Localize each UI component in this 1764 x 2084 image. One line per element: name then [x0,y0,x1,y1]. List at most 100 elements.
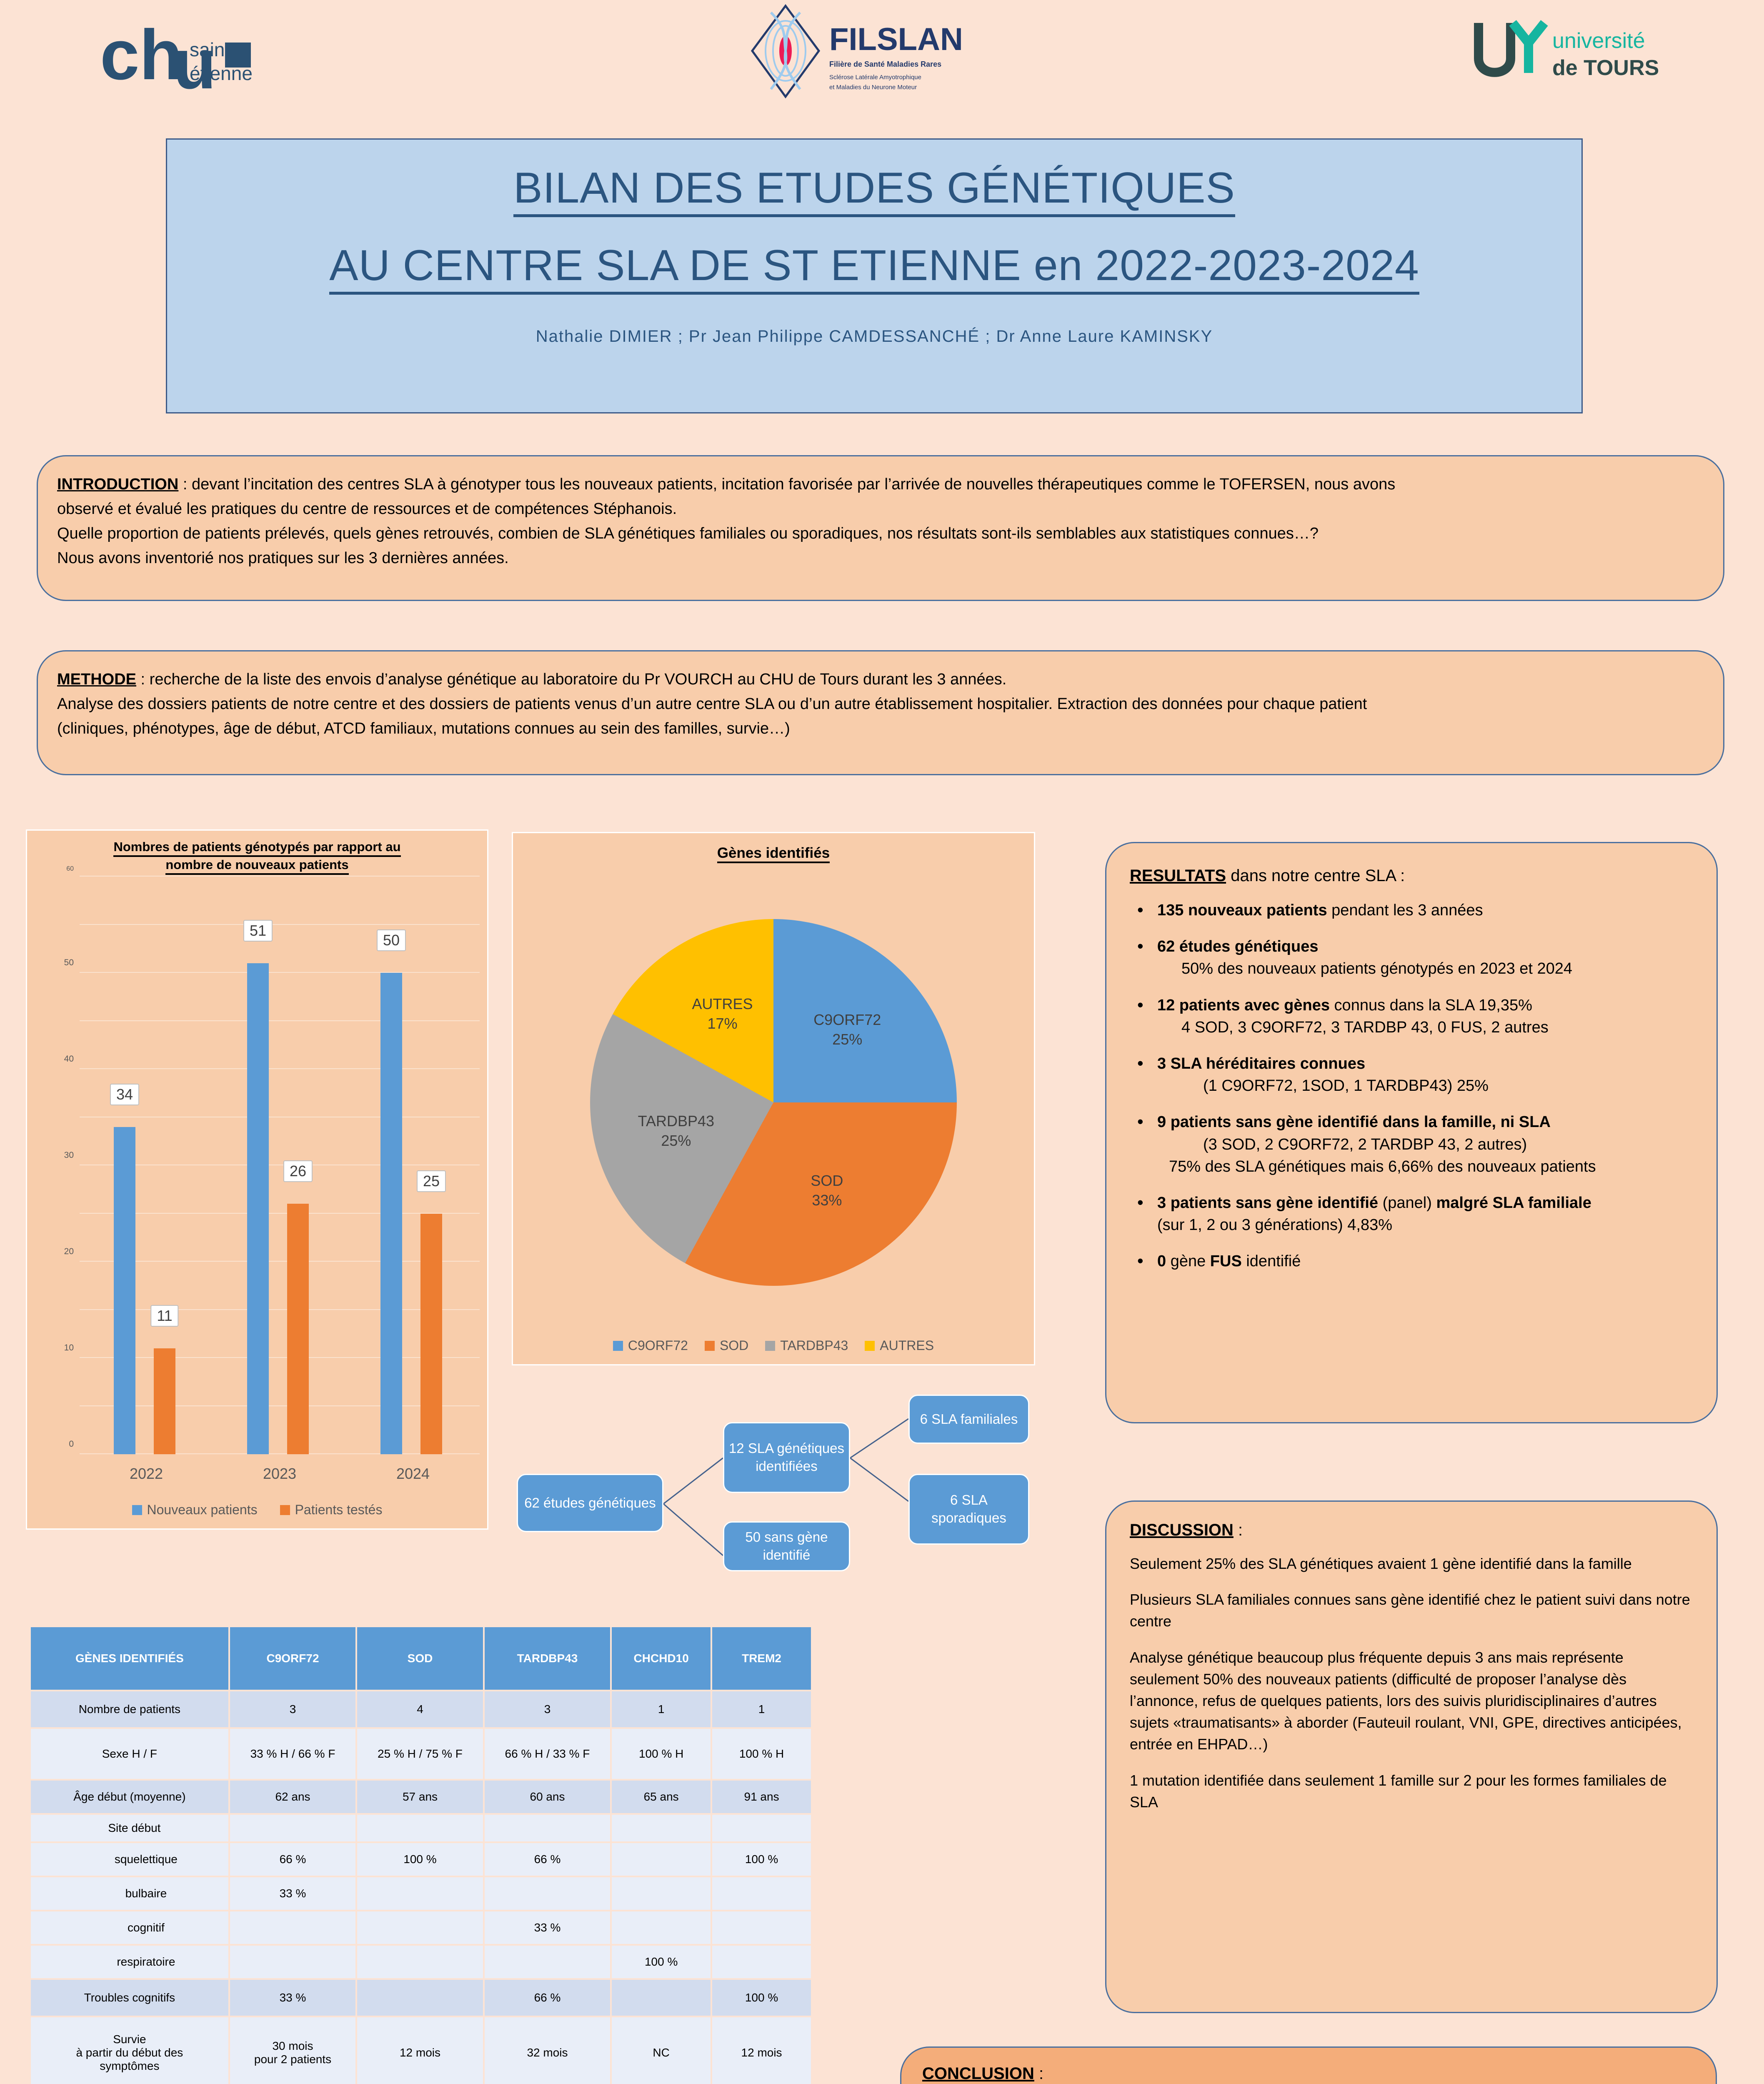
table-row-label: Âge début (moyenne) [31,1781,228,1813]
table-cell [612,1911,711,1944]
pie-legend-label: AUTRES [880,1338,934,1353]
x-axis-label-2024: 2024 [396,1465,430,1482]
pie-legend-item-TARDBP43: TARDBP43 [765,1338,848,1353]
table-cell: 66 % [484,1843,611,1876]
pie-chart-title: Gènes identifiés [513,845,1034,863]
logo-tours-line2: de TOURS [1552,56,1659,80]
flowchart: 62 études génétiques 12 SLA génétiques i… [517,1392,1083,1613]
flow-node-62-etudes[interactable]: 62 études génétiques [517,1474,663,1532]
discussion-heading: DISCUSSION : [1130,1521,1693,1540]
pie-slice-value: 17% [707,1014,738,1032]
bar-patients-testés-2022 [154,1348,175,1454]
conclusion-heading-rest: : [1034,2064,1044,2083]
table-col-header-chchd10: CHCHD10 [612,1627,711,1690]
resultats-item-4-sub: (3 SOD, 2 C9ORF72, 2 TARDBP 43, 2 autres… [1203,1135,1527,1153]
pie-slice-value: 33% [812,1192,842,1209]
discussion-panel: DISCUSSION : Seulement 25% des SLA génét… [1105,1500,1718,2013]
discussion-paragraph-0: Seulement 25% des SLA génétiques avaient… [1130,1555,1632,1572]
logo-chu-saint-etienne: ch u saint étienne [100,15,333,104]
flow-node-6-sla-familiales[interactable]: 6 SLA familiales [908,1395,1029,1444]
logo-filslan-name: FILSLAN [829,22,963,57]
table-cell [712,1877,811,1910]
bar-chart-title-line1: Nombres de patients génotypés par rappor… [113,839,401,857]
table-cell [712,1911,811,1944]
table-cell [612,1815,711,1841]
logo-filslan-sub3: et Maladies du Neurone Moteur [829,84,917,91]
table-cell: 1 [712,1691,811,1727]
bar-chart-title-line2: nombre de nouveaux patients [165,857,349,875]
table-cell: 33 % [484,1911,611,1944]
pie-chart-graphic [590,919,957,1286]
bar-nouveaux-patients-2022 [114,1127,135,1454]
introduction-line3: Quelle proportion de patients prélevés, … [57,524,1319,542]
resultats-item-2: 12 patients avec gènes connus dans la SL… [1130,993,1697,1039]
gridline [80,924,480,925]
pie-slice-value: 25% [661,1132,691,1149]
flow-node-6-sla-sporadiques[interactable]: 6 SLA sporadiques [908,1474,1029,1545]
pie-slice-value: 25% [832,1030,863,1048]
table-cell [612,1877,711,1910]
resultats-panel: RESULTATS dans notre centre SLA : 135 no… [1105,842,1718,1423]
resultats-item-0-rest: pendant les 3 années [1327,902,1483,919]
gridline [80,1453,480,1454]
flow-node-12-sla-genetiques[interactable]: 12 SLA génétiques identifiées [723,1422,850,1493]
bar-value-label: 25 [416,1170,446,1192]
table-cell [357,1815,483,1841]
bar-value-label: 11 [150,1305,179,1327]
table-cell: 100 % [357,1843,483,1876]
bar-chart-panel: Nombres de patients génotypés par rappor… [26,829,488,1530]
authors-line: Nathalie DIMIER ; Pr Jean Philippe CAMDE… [535,327,1213,346]
y-axis-tick: 20 [64,1247,74,1256]
pie-slice-name: SOD [811,1172,843,1190]
bar-chart-plot-area: 0 10 20 30 40 50 60 34 11 2022 51 26 2023 50 25 2024 [64,865,480,1482]
table-col-header-tardbp43: TARDBP43 [484,1627,611,1690]
table-cell: 60 ans [484,1781,611,1813]
table-row-label: Sexe H / F [31,1729,228,1779]
discussion-heading-word: DISCUSSION [1130,1521,1234,1539]
gridline [80,972,480,973]
table-row: Survie à partir du début des symptômes 30 m… [31,2017,811,2084]
methode-line1: : recherche de la liste des envois d’ana… [136,671,1007,688]
table-cell [484,1877,611,1910]
resultats-item-2-sub: 4 SOD, 3 C9ORF72, 3 TARDBP 43, 0 FUS, 2 … [1181,1018,1549,1036]
legend-swatch-orange [280,1505,290,1515]
logo-filslan-sub1: Filière de Santé Maladies Rares [829,60,941,68]
table-cell [230,1946,356,1978]
table-cell: 32 mois [484,2017,611,2084]
resultats-item-6: 0 gène FUS identifié [1130,1249,1697,1273]
table-cell: 33 % [230,1980,356,2016]
table-cell [484,1815,611,1841]
table-row-label: squelettique [31,1843,228,1876]
pie-legend-label: SOD [719,1338,749,1353]
table-col-header-c9orf72: C9ORF72 [230,1627,356,1690]
table-cell: 12 mois [357,2017,483,2084]
resultats-heading-rest: dans notre centre SLA : [1226,867,1405,885]
table-col-header-gènes-identifiés: GÈNES IDENTIFIÉS [31,1627,228,1690]
methode-panel: METHODE : recherche de la liste des envo… [37,650,1724,775]
resultats-item-2-rest: connus dans la SLA 19,35% [1330,996,1532,1014]
bar-chart-title: Nombres de patients génotypés par rappor… [27,839,487,875]
discussion-paragraph-3: 1 mutation identifiée dans seulement 1 f… [1130,1771,1667,1811]
gridline [80,1405,480,1406]
table-cell: 30 mois pour 2 patients [230,2017,356,2084]
table-cell: 66 % [484,1980,611,2016]
logo-filslan-sub2: Sclérose Latérale Amyotrophique [829,74,921,81]
poster-title-box: BILAN DES ETUDES GÉNÉTIQUES AU CENTRE SL… [166,138,1583,413]
table-cell [357,1946,483,1978]
pie-legend-item-C9ORF72: C9ORF72 [613,1338,688,1353]
table-cell: 100 % [612,1946,711,1978]
pie-slice-label-TARDBP43: TARDBP43 25% [638,1112,714,1151]
genes-identifies-table: GÈNES IDENTIFIÉS C9ORF72 SOD TARDBP43 CHCHD1… [29,1626,813,2084]
y-axis-tick: 30 [64,1150,74,1160]
flow-node-50-sans-gene[interactable]: 50 sans gène identifié [723,1521,850,1571]
bar-patients-testés-2023 [287,1204,309,1454]
bar-nouveaux-patients-2023 [247,963,269,1454]
table-cell: 66 % H / 33 % F [484,1729,611,1779]
table-row: squelettique 66 % 100 % 66 % 100 % [31,1843,811,1876]
logo-chu-etienne: étienne [190,63,253,84]
table-row: Site début [31,1815,811,1841]
resultats-item-2-bold: 12 patients avec gènes [1157,996,1330,1014]
introduction-line1: : devant l’incitation des centres SLA à … [178,476,1396,493]
table-row-label: Nombre de patients [31,1691,228,1727]
table-row-label: Site début [31,1815,228,1841]
